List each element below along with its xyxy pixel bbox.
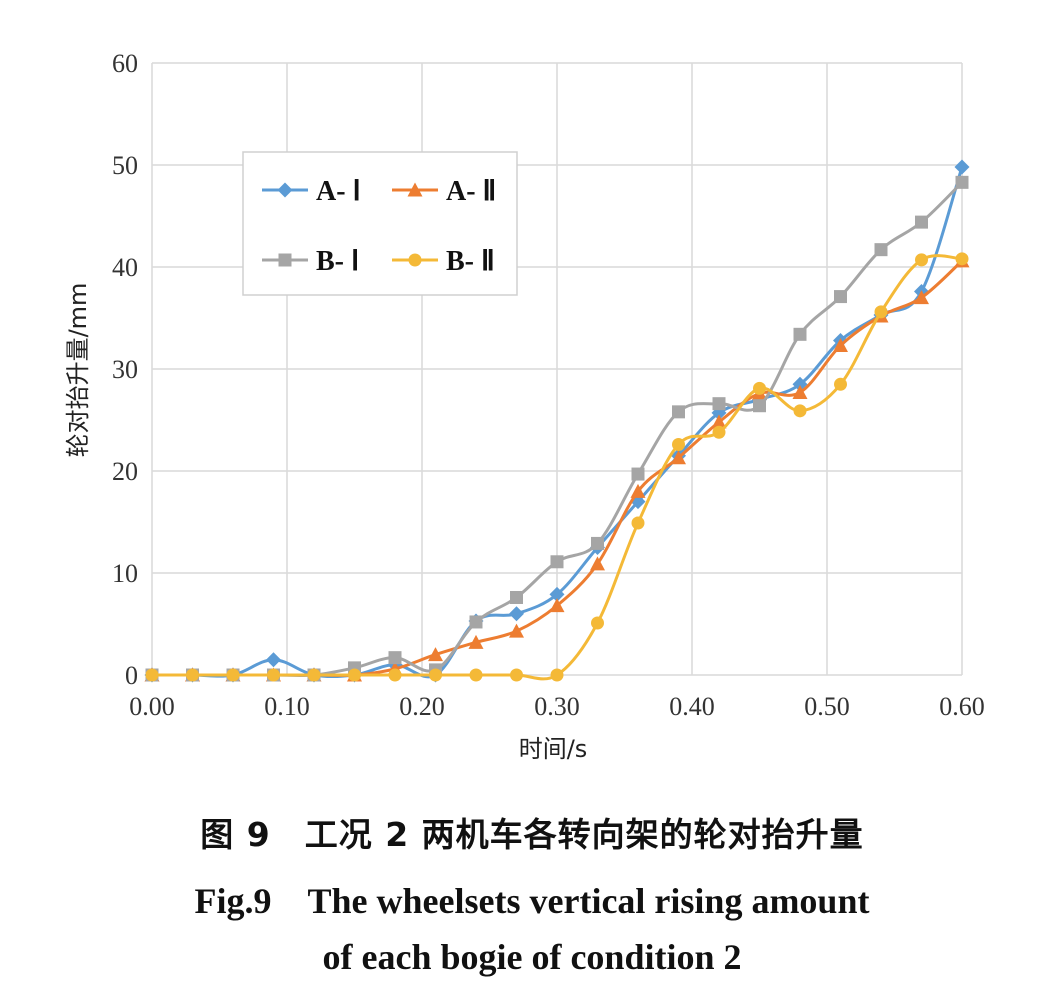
figure-caption-chinese: 图 9 工况 2 两机车各转向架的轮对抬升量 bbox=[200, 815, 864, 854]
y-tick-label: 60 bbox=[112, 49, 138, 78]
data-point bbox=[388, 651, 402, 665]
y-tick-label: 10 bbox=[112, 559, 138, 588]
data-point bbox=[955, 175, 969, 189]
data-point bbox=[509, 623, 524, 638]
x-tick-label: 0.10 bbox=[264, 692, 310, 721]
data-point bbox=[712, 425, 726, 439]
data-point bbox=[712, 397, 726, 411]
data-point bbox=[510, 590, 523, 604]
x-axis-ticks: 0.00 0.10 0.20 0.30 0.40 0.50 0.60 bbox=[129, 692, 985, 721]
legend-box bbox=[242, 151, 518, 296]
data-point bbox=[509, 606, 524, 622]
y-tick-label: 0 bbox=[125, 661, 138, 690]
x-tick-label: 0.20 bbox=[399, 692, 445, 721]
legend-item: B- Ⅰ bbox=[262, 246, 359, 277]
legend-label: A- Ⅱ bbox=[446, 176, 496, 207]
x-tick-label: 0.00 bbox=[129, 692, 175, 721]
data-point bbox=[954, 159, 970, 175]
legend-label: B- Ⅱ bbox=[446, 246, 495, 277]
data-point bbox=[590, 556, 605, 571]
data-point bbox=[753, 381, 766, 395]
data-point bbox=[550, 668, 564, 682]
legend-marker bbox=[407, 182, 423, 197]
data-point bbox=[469, 615, 483, 629]
data-point bbox=[631, 516, 645, 530]
legend-item: A- Ⅱ bbox=[392, 176, 496, 207]
data-point bbox=[429, 668, 442, 682]
legend-label: B- Ⅰ bbox=[316, 246, 359, 277]
data-point bbox=[266, 652, 281, 668]
y-tick-label: 30 bbox=[112, 355, 138, 384]
data-point bbox=[833, 338, 848, 353]
data-point bbox=[631, 467, 645, 481]
data-point bbox=[915, 215, 928, 229]
y-tick-label: 20 bbox=[112, 457, 138, 486]
y-tick-label: 50 bbox=[112, 151, 138, 180]
data-point bbox=[428, 647, 443, 662]
data-point bbox=[591, 616, 604, 630]
series-line bbox=[151, 254, 963, 681]
y-axis-ticks: 0 10 20 30 40 50 60 bbox=[112, 49, 138, 690]
data-point bbox=[834, 377, 847, 391]
x-tick-label: 0.60 bbox=[939, 692, 985, 721]
data-point bbox=[672, 437, 685, 451]
y-axis-title: 轮对抬升量/mm bbox=[64, 283, 92, 458]
data-point bbox=[955, 252, 969, 266]
data-point bbox=[792, 384, 808, 399]
data-point bbox=[672, 405, 685, 419]
x-tick-label: 0.30 bbox=[534, 692, 580, 721]
series-layer bbox=[144, 159, 970, 683]
data-point bbox=[549, 586, 565, 602]
x-axis-title: 时间/s bbox=[519, 735, 588, 763]
data-point bbox=[550, 555, 564, 569]
y-tick-label: 40 bbox=[112, 253, 138, 282]
legend-item: B- Ⅱ bbox=[392, 246, 495, 277]
data-point bbox=[145, 668, 159, 682]
legend-marker bbox=[277, 182, 293, 198]
data-point bbox=[348, 668, 361, 682]
data-point bbox=[186, 668, 199, 682]
x-tick-label: 0.50 bbox=[804, 692, 850, 721]
data-point bbox=[468, 634, 484, 649]
data-point bbox=[834, 290, 847, 304]
data-point bbox=[226, 668, 240, 682]
data-point bbox=[307, 668, 321, 682]
data-point bbox=[630, 483, 646, 498]
legend-item: A- Ⅰ bbox=[262, 176, 361, 207]
data-point bbox=[711, 414, 727, 429]
data-point bbox=[753, 399, 766, 413]
data-point bbox=[874, 243, 888, 257]
legend-marker bbox=[408, 253, 422, 267]
data-point bbox=[591, 536, 604, 550]
data-point bbox=[874, 305, 888, 319]
data-point bbox=[469, 668, 483, 682]
x-tick-label: 0.40 bbox=[669, 692, 715, 721]
legend: A- Ⅰ A- Ⅱ B- Ⅰ B- Ⅱ bbox=[242, 151, 518, 296]
data-point bbox=[915, 253, 928, 267]
series-4 bbox=[145, 252, 969, 682]
legend-label: A- Ⅰ bbox=[316, 176, 361, 207]
data-point bbox=[267, 668, 280, 682]
data-point bbox=[671, 450, 686, 465]
legend-marker bbox=[278, 253, 292, 267]
data-point bbox=[793, 327, 807, 341]
data-point bbox=[388, 668, 402, 682]
figure-caption-english-line2: of each bogie of condition 2 bbox=[322, 937, 742, 977]
data-point bbox=[510, 668, 523, 682]
data-point bbox=[914, 290, 929, 305]
data-point bbox=[549, 598, 565, 613]
data-point bbox=[793, 404, 807, 418]
figure-caption-english-line1: Fig.9 The wheelsets vertical rising amou… bbox=[194, 881, 870, 921]
